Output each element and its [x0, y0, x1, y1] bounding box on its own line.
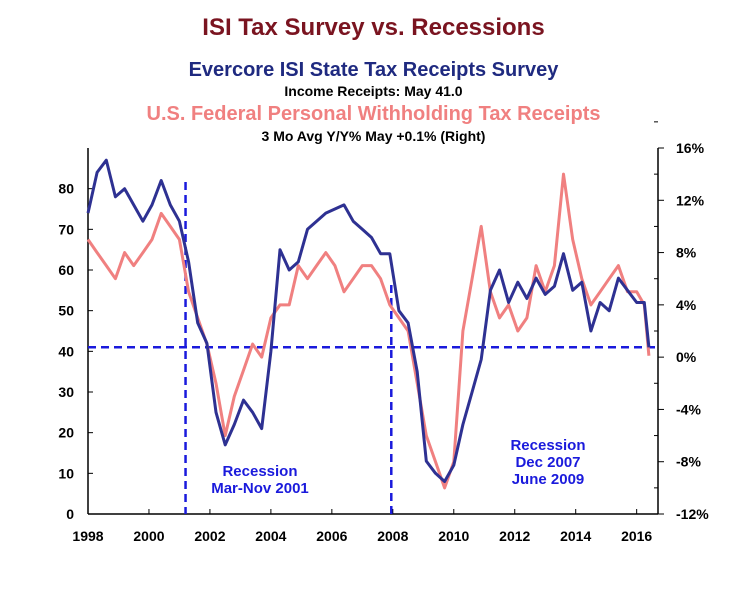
series-1-title: Evercore ISI State Tax Receipts Survey: [188, 59, 559, 81]
right-tick-label: 16%: [676, 140, 705, 156]
left-tick-label: 20: [58, 425, 74, 441]
x-tick-label: 2000: [133, 528, 164, 544]
recession-label: Mar-Nov 2001: [211, 480, 309, 497]
recession-label: Dec 2007: [515, 454, 580, 471]
x-tick-label: 2004: [255, 528, 286, 544]
x-tick-label: 2014: [560, 528, 591, 544]
right-tick-label: 0%: [676, 349, 697, 365]
x-tick-label: 2002: [194, 528, 225, 544]
chart-title: ISI Tax Survey vs. Recessions: [202, 14, 545, 41]
recession-label: June 2009: [512, 471, 585, 488]
left-tick-label: 40: [58, 343, 74, 359]
x-tick-label: 1998: [72, 528, 103, 544]
series-1-subtitle: Income Receipts: May 41.0: [284, 83, 463, 99]
x-tick-label: 2016: [621, 528, 652, 544]
series-2-title: U.S. Federal Personal Withholding Tax Re…: [146, 103, 601, 125]
series-line-1: [86, 158, 651, 483]
right-tick-label: -8%: [676, 454, 701, 470]
right-tick-label: 4%: [676, 297, 697, 313]
x-tick-label: 2010: [438, 528, 469, 544]
recession-label: Recession: [222, 463, 297, 480]
x-tick-label: 2012: [499, 528, 530, 544]
left-tick-label: 30: [58, 384, 74, 400]
left-tick-label: 0: [66, 506, 74, 522]
x-tick-label: 2006: [316, 528, 347, 544]
left-tick-label: 70: [58, 221, 74, 237]
left-tick-label: 80: [58, 181, 74, 197]
left-tick-label: 60: [58, 262, 74, 278]
series-2-subtitle: 3 Mo Avg Y/Y% May +0.1% (Right): [261, 128, 486, 144]
left-tick-label: 50: [58, 303, 74, 319]
right-tick-label: -12%: [676, 506, 709, 522]
right-tick-label: 12%: [676, 192, 705, 208]
right-tick-label: -4%: [676, 401, 701, 417]
recession-label: Recession: [510, 437, 585, 454]
series-line-2: [86, 172, 651, 490]
right-tick-label: 8%: [676, 245, 697, 261]
x-tick-label: 2008: [377, 528, 408, 544]
left-tick-label: 10: [58, 465, 74, 481]
